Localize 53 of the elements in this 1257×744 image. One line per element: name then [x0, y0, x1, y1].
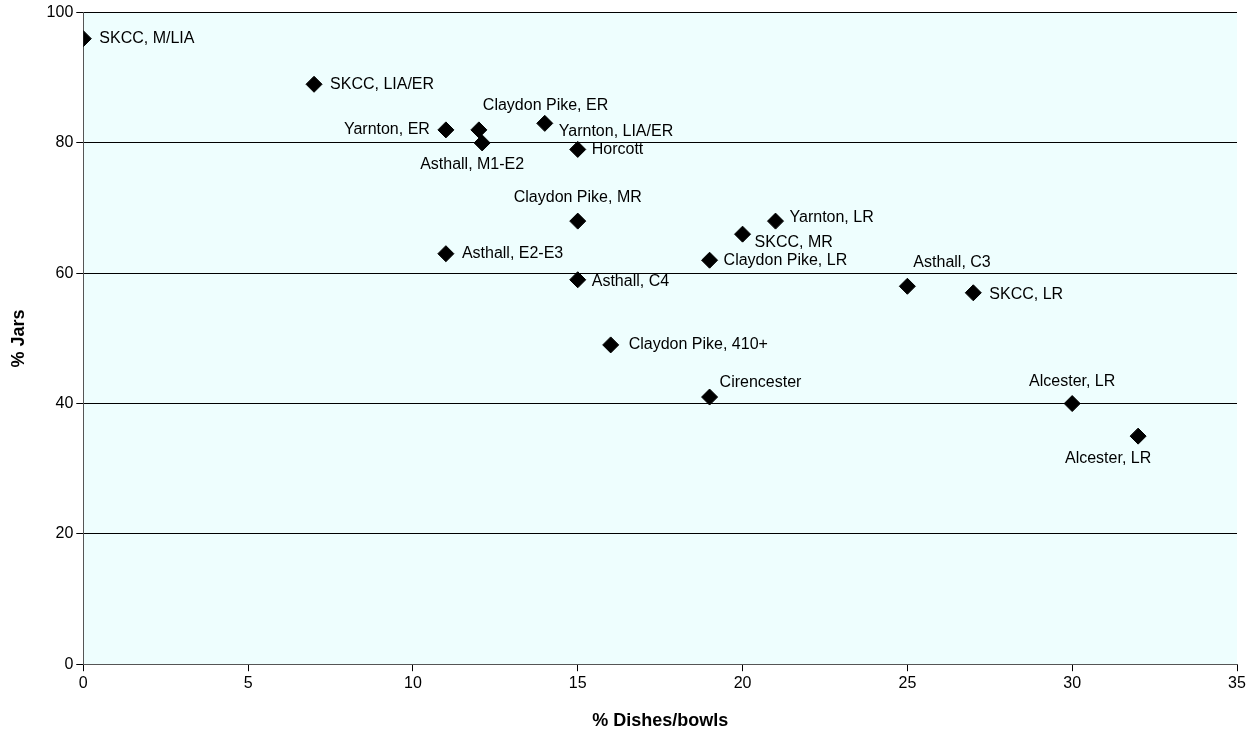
- x-tick-label: 0: [78, 674, 88, 692]
- point: [701, 388, 719, 406]
- point: [767, 212, 785, 230]
- annotation: Asthall, E2-E3: [461, 244, 564, 262]
- point: [305, 75, 323, 93]
- annotation: Claydon Pike, ER: [482, 96, 609, 114]
- annotation: Asthall, M1-E2: [420, 155, 525, 173]
- annotation: Yarnton, LIA/ER: [558, 121, 674, 139]
- y-tick-label: 20: [55, 524, 74, 542]
- x-tick-label: 30: [1063, 674, 1082, 692]
- annotation: Claydon Pike, LR: [723, 250, 848, 268]
- point: [602, 336, 620, 354]
- point: [964, 284, 982, 302]
- annotation: Yarnton, LR: [789, 207, 874, 225]
- point: [1063, 395, 1081, 413]
- point: [473, 134, 491, 152]
- point: [569, 212, 587, 230]
- point: [898, 277, 916, 295]
- x-tick-label: 10: [404, 674, 422, 692]
- annotation: Alcester, LR: [1064, 448, 1152, 466]
- point: [536, 114, 554, 132]
- y-tick-label: 60: [55, 263, 74, 281]
- y-tick-label: 100: [46, 3, 74, 21]
- point: [734, 225, 752, 243]
- y-tick-label: 40: [55, 393, 74, 411]
- x-tick-label: 20: [733, 674, 752, 692]
- annotation: Alcester, LR: [1029, 371, 1116, 389]
- annotation: Asthall, C3: [913, 252, 991, 270]
- annotation: SKCC, LR: [989, 285, 1064, 303]
- annotation: SKCC, M/LIA: [99, 29, 195, 47]
- annotation: Asthall, C4: [591, 272, 670, 290]
- annotation: Horcott: [591, 139, 644, 157]
- annotation: Yarnton, ER: [343, 120, 430, 138]
- annotation: Claydon Pike, 410+: [628, 335, 768, 353]
- point: [1129, 427, 1147, 445]
- point: [701, 251, 719, 269]
- point: [437, 121, 455, 139]
- point: [569, 140, 587, 158]
- annotation: SKCC, MR: [754, 232, 833, 250]
- x-tick-label: 25: [898, 674, 917, 692]
- annotation: Cirencester: [719, 373, 803, 391]
- y-axis-title: % Jars: [7, 309, 28, 368]
- point: [470, 121, 488, 139]
- y-tick-label: 80: [55, 133, 74, 151]
- y-tick-label: 0: [64, 654, 74, 672]
- point: [569, 271, 587, 289]
- x-tick-label: 35: [1228, 674, 1246, 692]
- annotation: Claydon Pike, MR: [513, 187, 642, 205]
- x-tick-label: 5: [243, 674, 253, 692]
- annotation: SKCC, LIA/ER: [330, 74, 435, 92]
- x-axis-title: % Dishes/bowls: [592, 710, 729, 731]
- point: [437, 245, 455, 263]
- x-tick-label: 15: [568, 674, 587, 692]
